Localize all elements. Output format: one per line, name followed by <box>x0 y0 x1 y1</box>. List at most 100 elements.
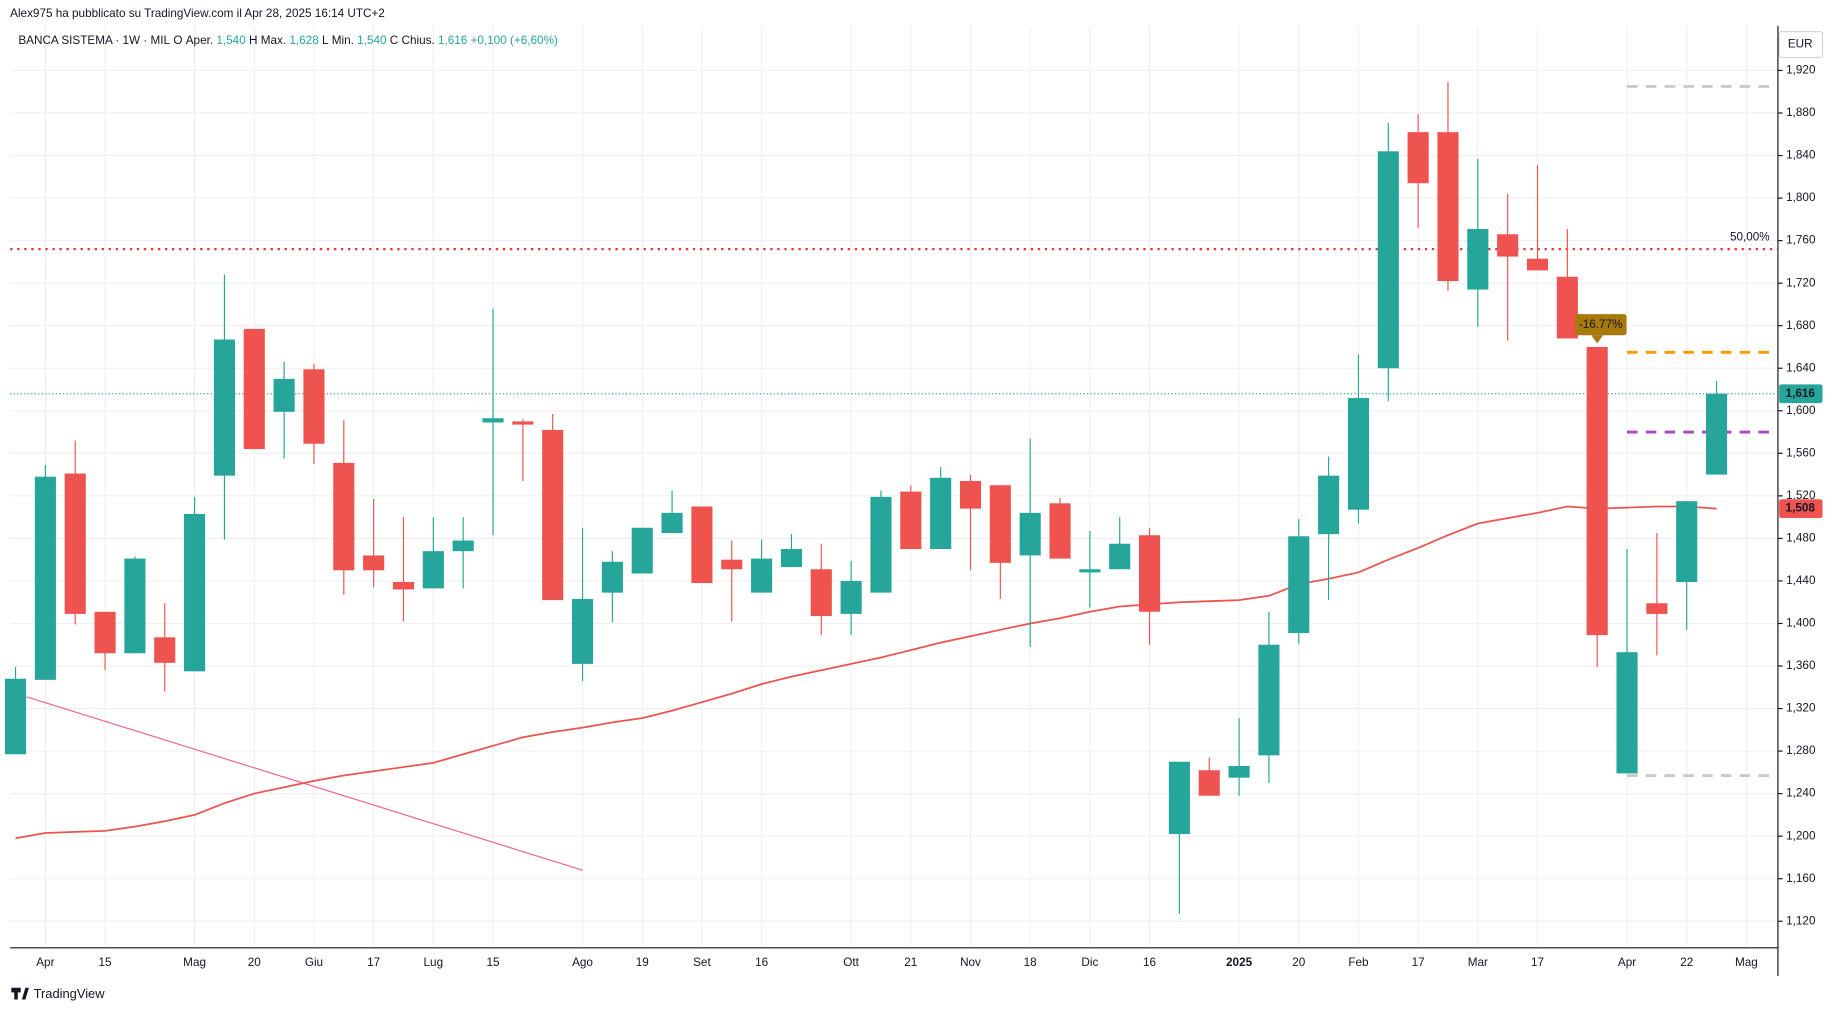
y-tick-label: 1,840 <box>1786 149 1816 162</box>
x-tick-label: Giu <box>305 956 323 969</box>
candle-body <box>930 477 952 550</box>
x-tick-label: Apr <box>1618 956 1636 969</box>
legend-part: 1,628 <box>289 34 319 47</box>
candle-body <box>571 599 594 664</box>
candle-body <box>94 611 116 654</box>
candle-body <box>1526 258 1549 271</box>
candle-body <box>4 678 27 755</box>
legend-part: 1,616 <box>438 34 467 47</box>
brand-logo <box>11 987 29 1000</box>
x-tick-label: Lug <box>424 956 444 969</box>
candle-body <box>900 491 922 550</box>
candle-body <box>1228 765 1250 778</box>
x-tick-label: Feb <box>1348 956 1369 969</box>
candle-body <box>154 637 176 663</box>
candle-body <box>780 549 803 568</box>
candle-body <box>363 555 385 571</box>
x-tick-label: 19 <box>636 956 649 969</box>
x-tick-label: 18 <box>1024 956 1038 969</box>
brand-name: TradingView <box>34 986 106 1001</box>
brand: TradingView <box>11 986 105 1001</box>
x-tick-label: 17 <box>1531 956 1544 969</box>
candle-body <box>810 569 832 617</box>
candle-body <box>273 378 295 412</box>
x-tick-label: 17 <box>1412 956 1425 969</box>
candle-body <box>1049 503 1071 559</box>
candle-body <box>601 561 623 593</box>
y-tick-label: 1,560 <box>1786 446 1816 459</box>
badge-pointer <box>1591 335 1604 344</box>
x-tick-label: 15 <box>486 956 500 969</box>
candle-body <box>959 480 982 509</box>
candle-body <box>1467 228 1489 290</box>
y-tick-label: 1,360 <box>1786 659 1816 672</box>
candle-body <box>751 558 773 593</box>
ma-price-label: 1,508 <box>1786 502 1816 515</box>
y-tick-label: 1,720 <box>1786 276 1816 289</box>
candle-body <box>1706 393 1728 475</box>
candle-body <box>1407 132 1429 184</box>
candle-body <box>1676 501 1698 582</box>
legend: BANCA SISTEMA · 1W · MIL O Aper. 1,540 H… <box>18 34 558 47</box>
candle-body <box>1019 512 1041 556</box>
candle-body <box>542 429 564 601</box>
legend-part: L <box>322 34 329 47</box>
x-tick-label: 16 <box>755 956 768 969</box>
ma-price-box <box>1779 499 1823 519</box>
y-tick-label: 1,280 <box>1786 744 1816 757</box>
candle-body <box>34 476 56 680</box>
x-tick-label: 21 <box>904 956 917 969</box>
last-price-box <box>1779 384 1823 404</box>
y-tick-label: 1,800 <box>1786 191 1816 204</box>
candle-body <box>631 527 653 574</box>
candle-body <box>661 512 683 534</box>
candle-body <box>840 580 862 614</box>
legend-part: Chius. <box>402 34 435 47</box>
candle-body <box>1168 761 1190 835</box>
x-tick-label: 16 <box>1143 956 1156 969</box>
candle-body <box>1288 536 1310 634</box>
x-tick-label: Set <box>693 956 711 969</box>
candle-body <box>989 485 1011 563</box>
legend-part: Aper. <box>186 34 213 47</box>
candle-body <box>124 558 146 654</box>
x-tick-label: Mag <box>1735 956 1758 969</box>
x-tick-label: Mag <box>183 956 206 969</box>
candle-body <box>1318 475 1340 535</box>
y-tick-label: 1,520 <box>1786 489 1816 502</box>
y-tick-label: 1,160 <box>1786 872 1816 885</box>
y-tick-label: 1,120 <box>1786 914 1816 927</box>
candle-body <box>1556 276 1578 339</box>
legend-text: BANCA SISTEMA · 1W · MIL O Aper. 1,540 H… <box>18 34 558 47</box>
candle-body <box>392 581 415 590</box>
legend-part: BANCA SISTEMA · 1W · MIL <box>18 34 170 47</box>
x-tick-label: 15 <box>99 956 113 969</box>
moving-average <box>15 505 1717 840</box>
candle-body <box>422 551 444 589</box>
y-tick-label: 1,640 <box>1786 361 1816 374</box>
x-tick-label: Dic <box>1081 956 1098 969</box>
x-tick-label: Mar <box>1468 956 1488 969</box>
y-tick-label: 1,760 <box>1786 234 1816 247</box>
candle-body <box>482 418 504 423</box>
candle-body <box>1079 569 1101 573</box>
candle-body <box>1258 644 1280 756</box>
badge-label: -16.77% <box>1579 318 1623 331</box>
x-tick-label: Ott <box>843 956 859 969</box>
x-tick-label: 20 <box>1292 956 1306 969</box>
y-tick-label: 1,400 <box>1786 617 1816 630</box>
y-tick-label: 1,320 <box>1786 702 1816 715</box>
candle-body <box>184 513 206 672</box>
legend-part: 1,540 <box>357 34 387 47</box>
candle-body <box>870 496 892 593</box>
legend-part: C <box>390 34 399 47</box>
legend-part: 1,540 <box>216 34 246 47</box>
legend-part: +0,100 (+6,60%) <box>471 34 558 47</box>
candle-body <box>1377 151 1399 369</box>
candle-body <box>1138 535 1161 612</box>
candle-body <box>512 421 534 425</box>
candle-body <box>303 369 325 444</box>
currency: EUR <box>1788 38 1813 51</box>
candle-body <box>1497 234 1519 257</box>
x-tick-label: 2025 <box>1226 956 1253 969</box>
